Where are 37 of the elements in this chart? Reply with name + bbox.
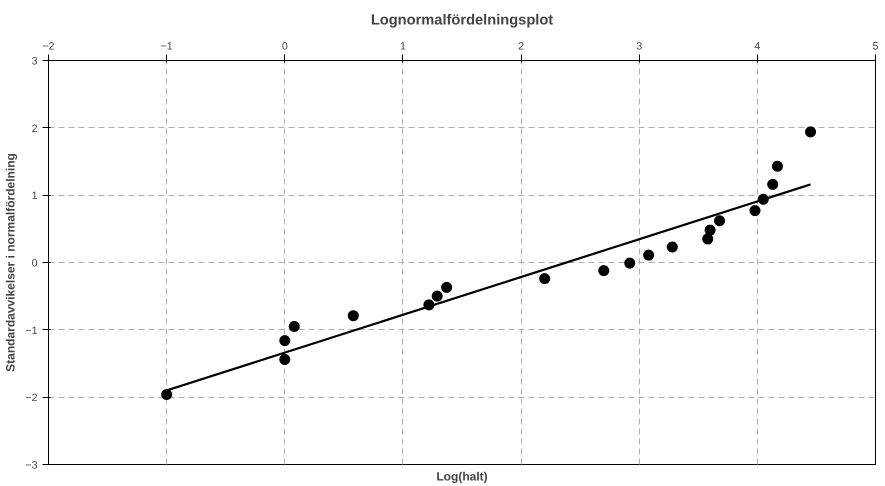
point [441, 282, 452, 293]
y-tick-label: −3 [25, 460, 38, 472]
point [279, 354, 290, 365]
point [704, 224, 716, 236]
x-tick-label: 4 [754, 40, 760, 52]
y-tick-label: 3 [32, 56, 38, 68]
point [539, 273, 550, 284]
x-tick-label: 3 [636, 40, 642, 52]
chart-title: Lognormalfördelningsplot [370, 12, 554, 28]
point [643, 250, 654, 261]
point [714, 215, 726, 226]
y-tick-label: −2 [25, 392, 38, 404]
y-axis-title: Standardavvikelser i normalfördelning [3, 153, 18, 372]
x-tick-label: 1 [400, 40, 406, 52]
point [624, 258, 636, 269]
point [805, 126, 816, 138]
point [767, 178, 778, 190]
point [432, 290, 443, 302]
x-tick-label: −2 [42, 40, 55, 52]
x-axis-title: Log(halt) [436, 470, 488, 484]
point [279, 335, 290, 346]
x-tick-label: 5 [872, 40, 879, 52]
x-tick-label: −1 [160, 40, 173, 52]
point [749, 205, 760, 216]
y-tick-label: 2 [32, 122, 38, 135]
x-tick-label: 2 [518, 40, 524, 52]
point [348, 310, 359, 322]
y-tick-label: 1 [32, 190, 38, 202]
x-tick-label: 0 [282, 40, 288, 52]
y-tick-label: 0 [32, 258, 38, 270]
point [598, 265, 610, 276]
y-tick-label: −1 [25, 324, 38, 337]
point [161, 388, 172, 400]
point [702, 233, 714, 244]
point [772, 160, 783, 172]
point [288, 320, 300, 332]
point [666, 242, 678, 253]
